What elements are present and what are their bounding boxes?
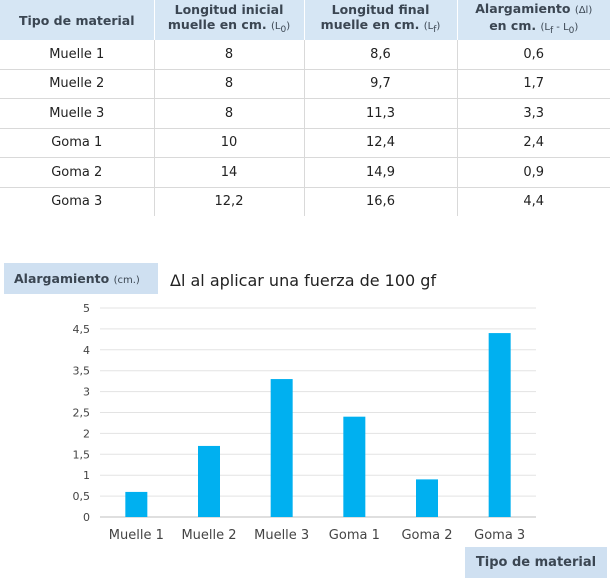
bar [416,479,438,517]
table-header-row: Tipo de material Longitud inicial muelle… [0,0,610,40]
y-tick-label: 2,5 [73,407,91,420]
y-tick-label: 1,5 [73,448,91,461]
x-tick-label: Goma 1 [329,528,380,543]
header-longitud-final: Longitud final muelle en cm. (Lf) [304,0,458,40]
table-cell: 10 [154,128,305,158]
y-tick-label: 3,5 [73,365,91,378]
y-tick-label: 0 [83,511,90,524]
y-tick-label: 0,5 [73,490,91,503]
table-cell: 14,9 [304,157,458,188]
header-tipo: Tipo de material [0,0,155,40]
bar [488,333,511,517]
table-row: Muelle 1 8 8,6 0,6 [0,40,610,70]
table-cell: 11,3 [304,98,458,129]
table-cell: 14 [154,157,305,188]
header-longitud-inicial: Longitud inicial muelle en cm. (L0) [154,0,305,40]
chart-title: Δl al aplicar una fuerza de 100 gf [170,271,437,290]
y-tick-label: 4,5 [73,323,91,336]
table-row: Muelle 3 8 11,3 3,3 [0,98,610,129]
x-tick-label: Goma 3 [474,528,525,543]
table-cell: 16,6 [304,187,458,216]
table-cell: Muelle 3 [0,98,155,129]
x-tick-label: Muelle 3 [254,528,309,543]
table-cell: 1,7 [457,69,610,99]
x-tick-label: Muelle 1 [109,528,164,543]
table-row: Goma 1 10 12,4 2,4 [0,128,610,158]
table-cell: 8,6 [304,40,458,70]
table-cell: 8 [154,98,305,129]
table-cell: 2,4 [457,128,610,158]
y-tick-label: 4 [83,344,90,357]
y-tick-label: 1 [83,469,90,482]
table-cell: 3,3 [457,98,610,129]
table-cell: Goma 1 [0,128,155,158]
table-cell: Goma 3 [0,187,155,216]
table-cell: 4,4 [523,194,545,210]
table-cell: Goma 2 [0,157,155,188]
table-cell: 12,2 [154,187,305,216]
y-tick-label: 2 [83,427,90,440]
table-cell: 0,9 [457,157,610,188]
table-cell: 9,7 [304,69,458,99]
table-cell: Muelle 1 [0,40,155,70]
table-cell: Muelle 2 [0,69,155,99]
y-axis-label: Alargamiento (cm.) [4,263,158,294]
bar [198,445,220,517]
table-row: Muelle 2 8 9,7 1,7 [0,69,610,99]
header-alargamiento: Alargamiento (Δl) en cm. (Lf - L0) [457,0,610,40]
bar [270,379,293,517]
table-row: Goma 2 14 14,9 0,9 [0,157,610,188]
table-cell: 8 [154,69,305,99]
y-tick-label: 5 [83,302,90,315]
table-cell: 8 [154,40,305,70]
bar [125,491,148,517]
table-cell: 0,6 [457,40,610,70]
x-tick-label: Goma 2 [401,528,452,543]
x-axis-label: Tipo de material [465,547,607,578]
data-table: Tipo de material Longitud inicial muelle… [0,0,610,216]
y-tick-label: 3 [83,386,90,399]
table-cell: 12,4 [304,128,458,158]
bar [343,416,366,517]
x-tick-label: Muelle 2 [181,528,236,543]
table-row: Goma 3 12,2 16,6 4,4 [0,187,610,216]
